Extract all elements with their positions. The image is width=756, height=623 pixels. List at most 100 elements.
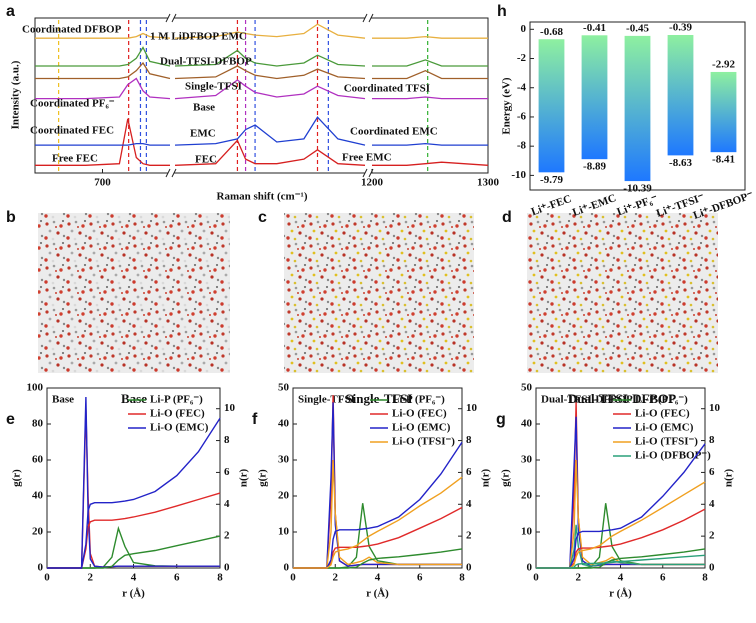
- y-axis-label: g(r): [11, 469, 23, 487]
- y-tick-label: 10: [521, 526, 533, 538]
- md-snapshot: [527, 213, 718, 373]
- value-label: -9.79: [540, 174, 563, 186]
- annotation: Coordinated DFBOP: [22, 24, 122, 36]
- coordination-line: [47, 417, 221, 569]
- energy-bar: [538, 39, 565, 173]
- spectrum-line: [35, 118, 170, 166]
- y2-tick-label: 4: [224, 498, 230, 510]
- x-tick-label: 4: [131, 572, 137, 584]
- value-label: -2.92: [712, 58, 735, 70]
- y2-tick-label: 6: [466, 466, 472, 478]
- x-axis-label: Raman shift (cm⁻¹): [217, 191, 308, 203]
- md-snapshot: [38, 213, 230, 373]
- x-tick-label: 1200: [361, 177, 384, 189]
- legend-label: Li-P (PF₆⁻): [150, 394, 203, 406]
- y-tick-label: -2: [517, 52, 527, 64]
- series-label: 1 M LiDFBOP EMC: [150, 31, 247, 43]
- spectrum-line: [35, 61, 171, 80]
- y-axis-label: Intensity (a.u.): [10, 60, 22, 129]
- legend-label: Li-O (FEC): [635, 408, 690, 420]
- value-label: -8.63: [669, 157, 692, 169]
- y-tick-label: 0: [521, 23, 527, 35]
- x-tick-label: 0: [290, 572, 296, 584]
- y-tick-label: -4: [517, 81, 527, 93]
- y-tick-label: 20: [521, 490, 533, 502]
- x-tick-label: 0: [44, 572, 50, 584]
- y2-tick-label: 0: [709, 562, 715, 574]
- spectrum-line: [35, 46, 171, 67]
- panel-letter: h: [497, 3, 507, 20]
- legend-label: Li-O (FEC): [392, 408, 447, 420]
- x-tick-label: 2: [333, 572, 339, 584]
- rdf-line: [293, 459, 462, 569]
- value-label: -0.68: [540, 26, 563, 38]
- coordination-line: [536, 443, 706, 569]
- series-label: Dual-TFSI-DFBOP: [160, 56, 252, 68]
- legend-label: Li-P (PF₆⁻): [392, 394, 445, 406]
- y-tick-label: -10: [511, 169, 526, 181]
- spectrum-line: [35, 77, 171, 100]
- annotation: Coordinated EMC: [350, 126, 438, 138]
- panel-letter: d: [502, 209, 512, 226]
- y2-tick-label: 4: [709, 498, 715, 510]
- axis-break-mark: [171, 13, 177, 23]
- value-label: -0.45: [626, 22, 649, 34]
- spectrum-line: [35, 142, 170, 146]
- y2-tick-label: 6: [709, 466, 715, 478]
- axis-break-gap: [365, 170, 371, 176]
- y2-tick-label: 8: [224, 434, 230, 446]
- annotation: Coordinated TFSI: [344, 83, 430, 95]
- legend-label: Li-O (DFBOP⁻): [635, 450, 711, 462]
- x-axis-label: r (Å): [122, 588, 145, 600]
- y2-tick-label: 2: [466, 530, 472, 542]
- spectrum-line: [174, 23, 366, 39]
- annotation: Free FEC: [52, 153, 98, 165]
- axis-break-mark: [362, 168, 368, 178]
- legend-label: Li-O (TFSI⁻): [392, 436, 455, 448]
- x-tick-label: 2: [576, 572, 582, 584]
- y2-tick-label: 2: [224, 530, 230, 542]
- legend-label: Li-O (EMC): [392, 422, 451, 434]
- spectrum-line: [372, 35, 488, 39]
- value-label: -8.89: [583, 161, 606, 173]
- y2-axis-label: n(r): [238, 469, 250, 488]
- y-tick-label: 40: [32, 490, 44, 502]
- y-axis-label: g(r): [500, 469, 512, 487]
- spectrum-line: [174, 79, 366, 100]
- snapshot-label: Dual-TFSI-DFBOP: [568, 391, 676, 406]
- x-tick-label: 4: [618, 572, 624, 584]
- axis-break-mark: [368, 13, 374, 23]
- energy-bar: [624, 35, 651, 182]
- y2-tick-label: 10: [224, 402, 236, 414]
- y2-tick-label: 2: [709, 530, 715, 542]
- x-tick-label: 8: [459, 572, 465, 584]
- plot-frame: [529, 21, 746, 191]
- energy-bar: [667, 35, 694, 156]
- spectrum-line: [372, 142, 488, 146]
- x-tick-label: 1300: [477, 177, 500, 189]
- panel-letter: c: [258, 209, 267, 226]
- y-tick-label: 30: [278, 454, 290, 466]
- annotation: Coordinated PF₆⁻: [30, 98, 115, 110]
- axis-break-mark: [171, 168, 177, 178]
- axis-break-mark: [165, 168, 171, 178]
- y-tick-label: 20: [278, 490, 290, 502]
- spectrum-line: [174, 49, 366, 67]
- legend-label: Li-P (PF₆⁻): [635, 394, 688, 406]
- y2-tick-label: 10: [466, 402, 478, 414]
- legend-label: Li-O (EMC): [150, 422, 209, 434]
- coordination-line: [293, 476, 463, 569]
- annotation: Free EMC: [342, 152, 392, 164]
- chart-title: Single-TFSI: [298, 394, 355, 406]
- axis-break-gap: [168, 15, 174, 21]
- x-tick-label: 4: [375, 572, 381, 584]
- chart-title: Base: [52, 394, 74, 406]
- value-label: -8.41: [712, 154, 735, 166]
- y-tick-label: 40: [521, 418, 533, 430]
- axis-break-mark: [165, 13, 171, 23]
- y-tick-label: 50: [278, 382, 290, 394]
- y-tick-label: -8: [517, 140, 527, 152]
